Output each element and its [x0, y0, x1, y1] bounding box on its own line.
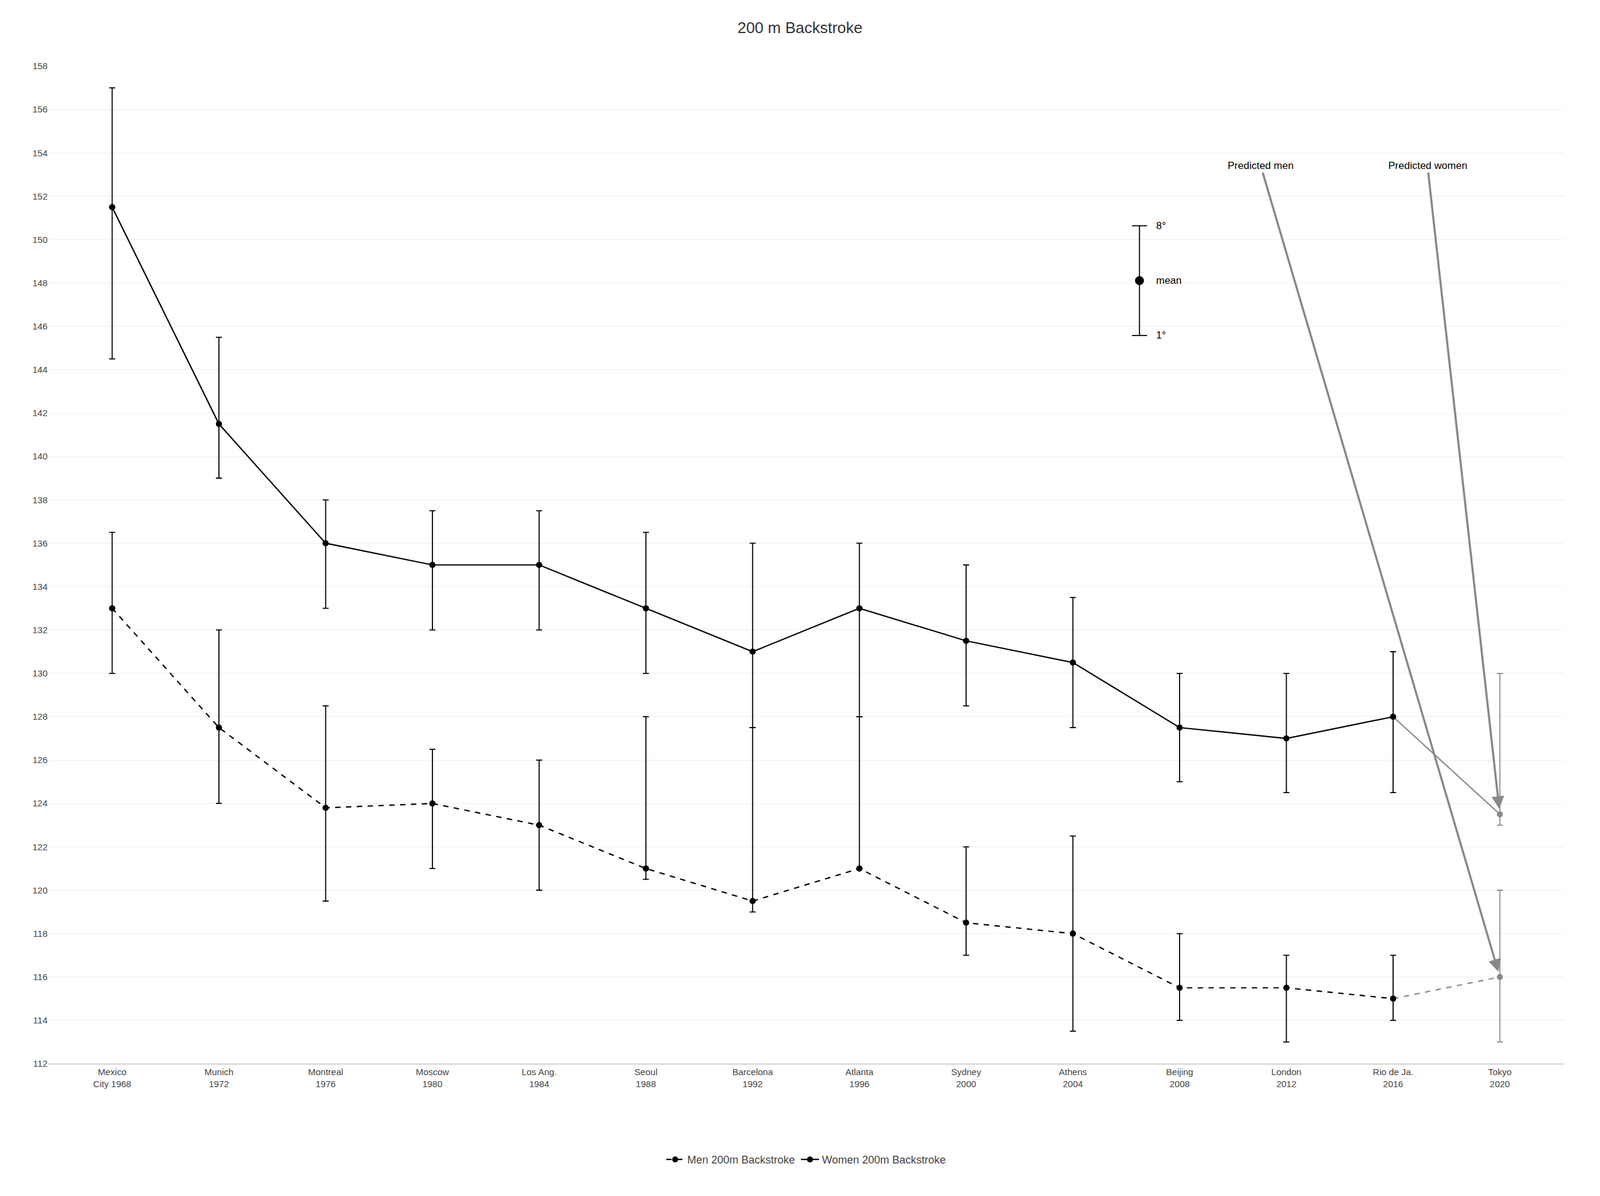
svg-text:152: 152 [32, 191, 48, 202]
svg-text:130: 130 [32, 668, 48, 679]
svg-text:Women 200m Backstroke: Women 200m Backstroke [822, 1154, 947, 1167]
svg-text:120: 120 [32, 885, 48, 896]
svg-text:132: 132 [32, 624, 48, 636]
svg-text:Los Ang.1984: Los Ang.1984 [521, 1067, 557, 1090]
svg-text:Seoul1988: Seoul1988 [634, 1067, 658, 1090]
svg-text:Predicted men: Predicted men [1227, 160, 1294, 172]
svg-text:156: 156 [32, 104, 48, 115]
svg-text:146: 146 [32, 321, 48, 332]
svg-text:136: 136 [32, 538, 48, 549]
svg-text:142: 142 [32, 407, 48, 419]
svg-text:Tokyo2020: Tokyo2020 [1488, 1067, 1512, 1090]
svg-text:8°: 8° [1156, 220, 1166, 232]
svg-text:Atlanta1996: Atlanta1996 [845, 1067, 874, 1090]
svg-text:116: 116 [33, 972, 48, 983]
svg-text:Athens2004: Athens2004 [1058, 1067, 1087, 1090]
svg-text:114: 114 [33, 1015, 48, 1026]
svg-text:118: 118 [33, 928, 48, 939]
svg-text:128: 128 [32, 711, 48, 722]
svg-text:144: 144 [32, 364, 48, 375]
svg-text:Sydney2000: Sydney2000 [950, 1067, 982, 1090]
svg-text:122: 122 [32, 842, 48, 853]
svg-text:Montreal1976: Montreal1976 [307, 1067, 343, 1090]
svg-text:MexicoCity 1968: MexicoCity 1968 [93, 1067, 132, 1090]
svg-text:London2012: London2012 [1271, 1067, 1302, 1090]
svg-text:148: 148 [32, 277, 48, 289]
svg-text:1°: 1° [1156, 329, 1166, 342]
svg-text:Predicted women: Predicted women [1388, 160, 1468, 172]
svg-text:112: 112 [33, 1058, 48, 1069]
svg-text:Rio de Ja.2016: Rio de Ja.2016 [1372, 1067, 1414, 1090]
svg-text:140: 140 [32, 451, 48, 462]
svg-text:124: 124 [32, 798, 48, 809]
svg-text:126: 126 [32, 754, 48, 766]
svg-text:Barcelona1992: Barcelona1992 [732, 1067, 773, 1090]
svg-text:mean: mean [1156, 274, 1182, 287]
svg-text:150: 150 [32, 234, 48, 245]
svg-text:138: 138 [32, 495, 48, 506]
svg-text:200 m Backstroke: 200 m Backstroke [737, 18, 863, 37]
svg-text:134: 134 [32, 581, 48, 592]
svg-text:Beijing2008: Beijing2008 [1166, 1067, 1194, 1090]
svg-text:Munich1972: Munich1972 [204, 1067, 234, 1090]
svg-text:158: 158 [32, 60, 48, 71]
svg-text:Moscow1980: Moscow1980 [415, 1067, 449, 1090]
svg-text:Men 200m Backstroke: Men 200m Backstroke [687, 1154, 796, 1167]
svg-text:154: 154 [32, 147, 48, 159]
